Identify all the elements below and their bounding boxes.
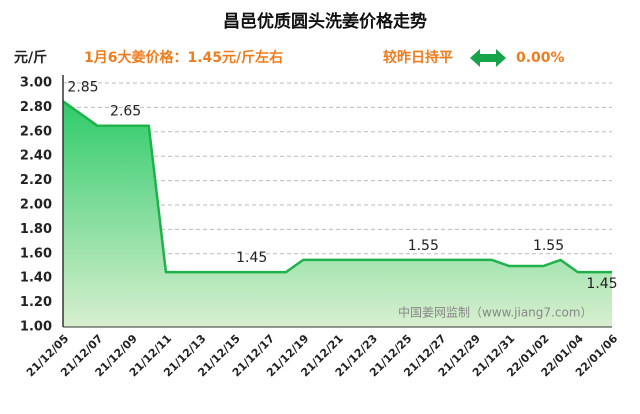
y-tick-label: 2.80 bbox=[20, 100, 52, 115]
data-label: 2.85 bbox=[67, 79, 98, 95]
y-tick-label: 1.80 bbox=[20, 222, 52, 237]
line bbox=[62, 100, 612, 274]
data-label: 1.55 bbox=[533, 238, 564, 254]
y-tick-label: 1.00 bbox=[20, 320, 52, 335]
y-tick-label: 1.60 bbox=[20, 246, 52, 261]
y-tick-label: 2.40 bbox=[20, 149, 52, 164]
change-value: 0.00% bbox=[516, 50, 565, 66]
chart-title: 昌邑优质圆头洗姜价格走势 bbox=[223, 11, 427, 32]
watermark: 中国姜网监制（www.jiang7.com） bbox=[398, 305, 592, 320]
area bbox=[63, 101, 612, 327]
data-label: 1.45 bbox=[236, 250, 267, 266]
y-tick-label: 1.20 bbox=[20, 295, 52, 310]
change-label: 较昨日持平 bbox=[383, 49, 453, 66]
y-tick-label: 2.20 bbox=[20, 173, 52, 188]
y-tick-label: 3.00 bbox=[20, 76, 52, 91]
y-unit: 元/斤 bbox=[14, 49, 47, 66]
flat-arrow-icon bbox=[470, 49, 506, 67]
data-label: 2.65 bbox=[110, 104, 141, 120]
data-label: 1.45 bbox=[586, 276, 617, 292]
y-tick-label: 2.60 bbox=[20, 124, 52, 139]
price-note: 1月6大姜价格：1.45元/斤左右 bbox=[84, 49, 283, 66]
data-label: 1.55 bbox=[408, 238, 439, 254]
y-tick-label: 2.00 bbox=[20, 198, 52, 213]
y-tick-label: 1.40 bbox=[20, 271, 52, 286]
